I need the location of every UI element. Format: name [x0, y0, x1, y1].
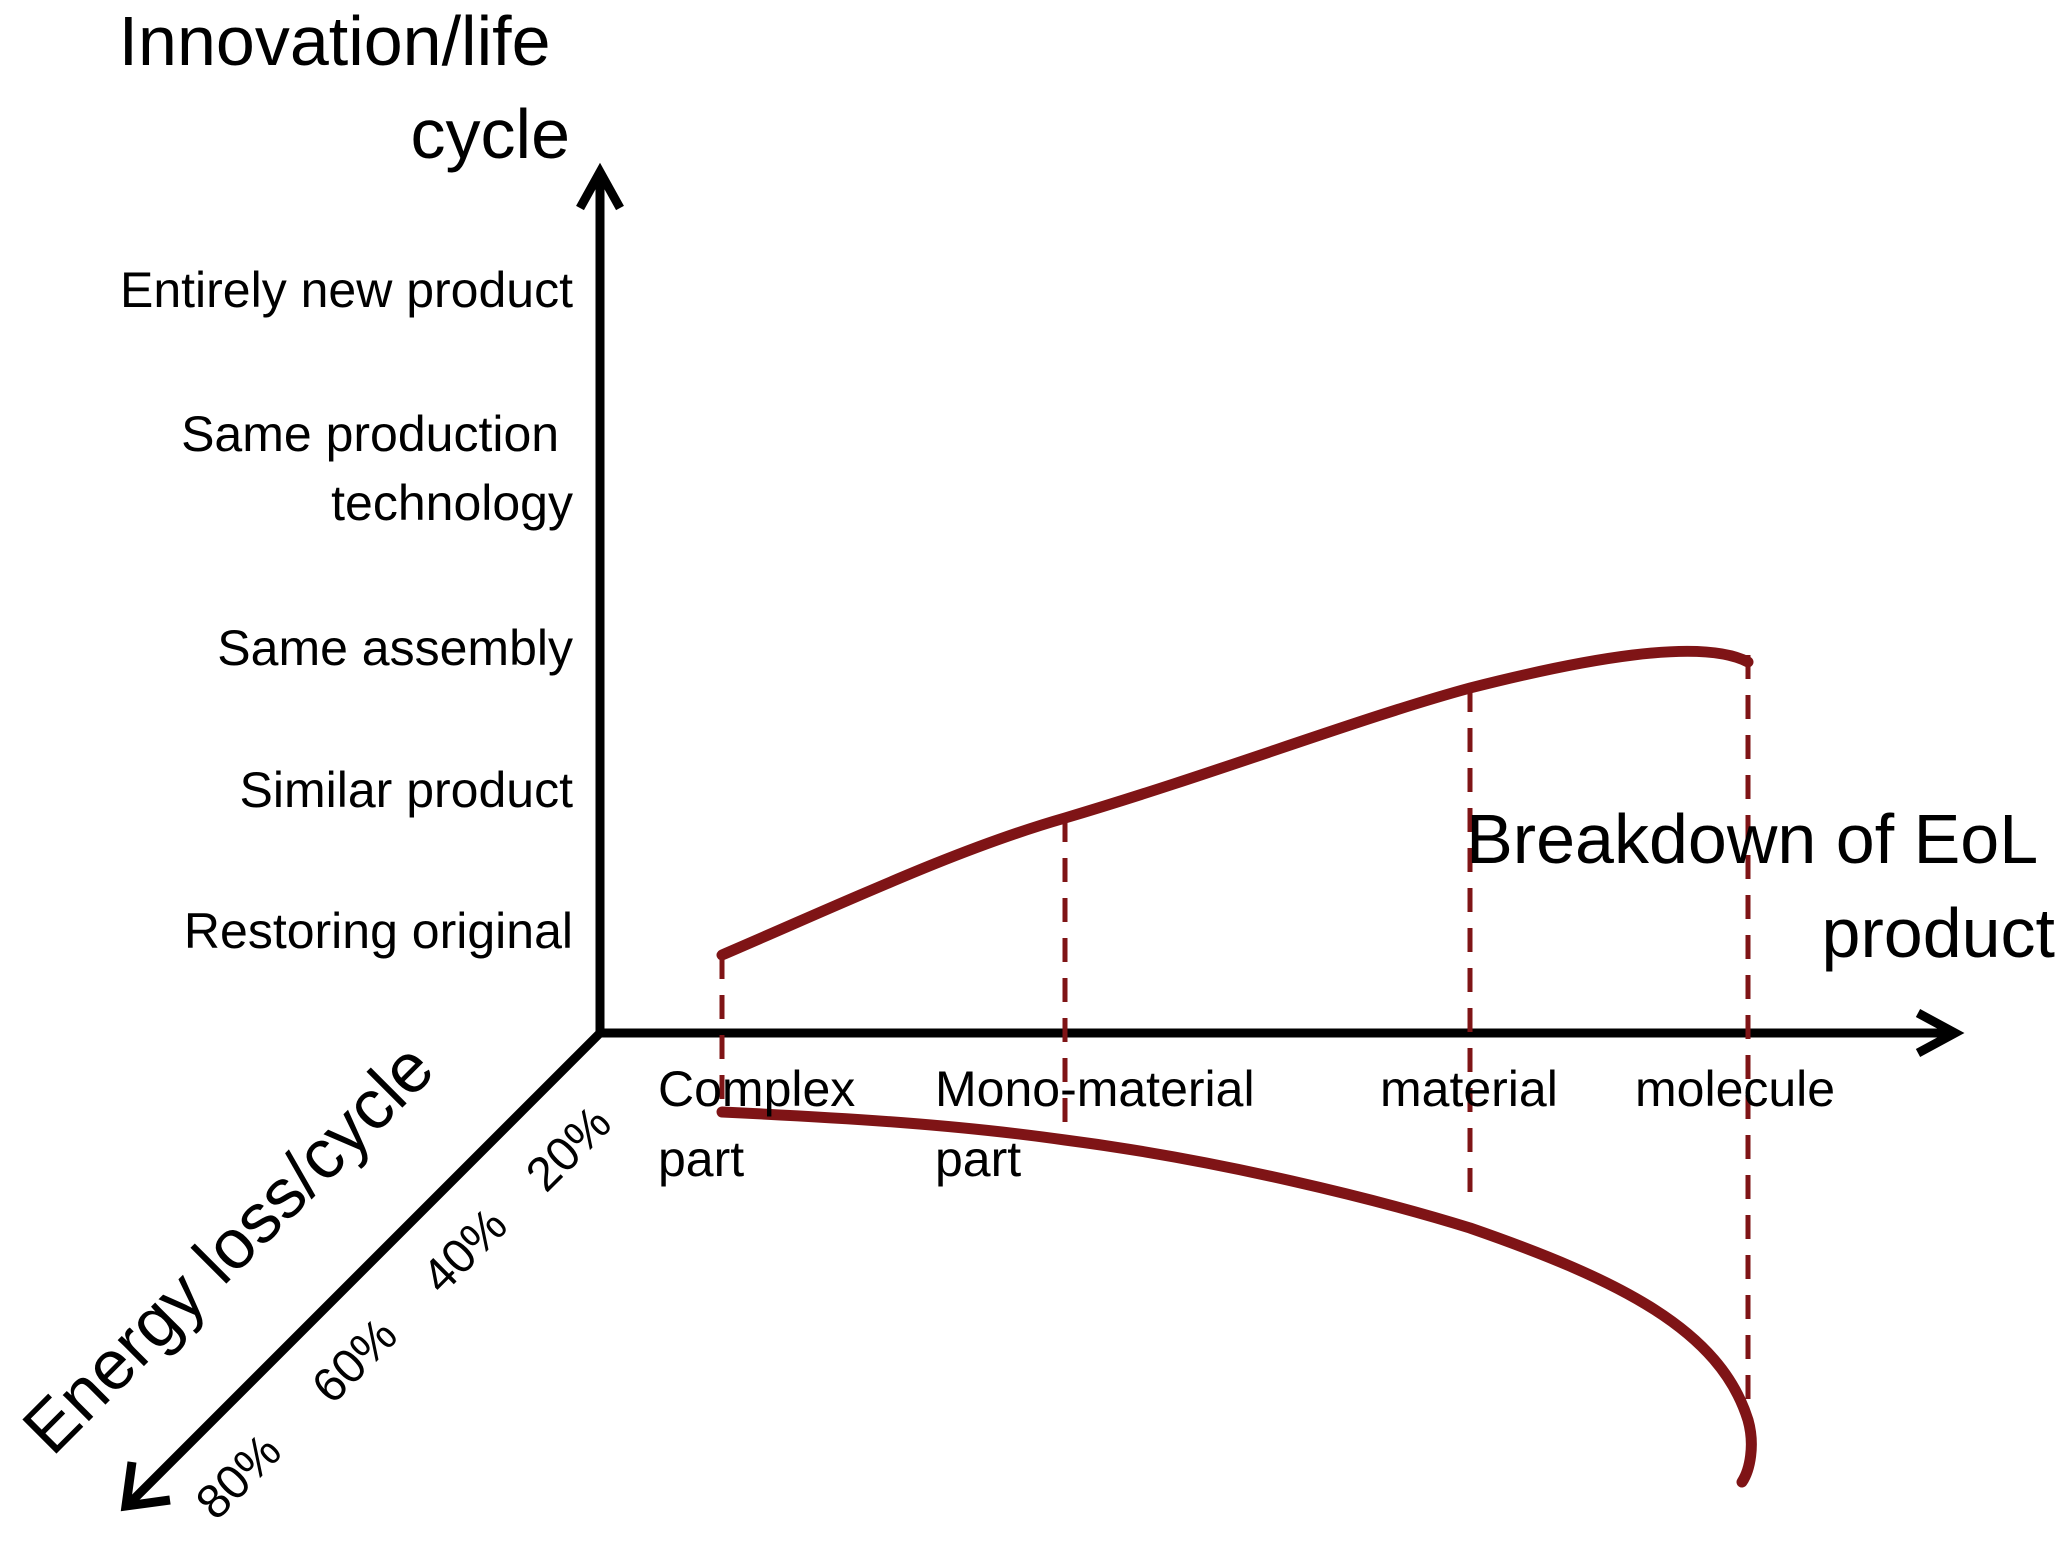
z-tick-60: 60%: [302, 1308, 407, 1413]
y-level-line: Same assembly: [217, 620, 573, 676]
y-axis-levels: Entirely new product Same production tec…: [120, 262, 573, 959]
energy-loss-curve: [716, 1106, 1757, 1488]
x-stage-line: Complex: [658, 1061, 855, 1117]
stage-guides: [719, 655, 1751, 1418]
z-tick-20: 20%: [516, 1096, 621, 1201]
y-level-line: technology: [331, 475, 573, 531]
z-tick-80: 80%: [186, 1424, 291, 1529]
x-axis-title-line-2: product: [1822, 894, 2055, 972]
x-stage-line: material: [1380, 1061, 1558, 1117]
x-stage-line: part: [658, 1131, 744, 1187]
x-axis-stages: Complex part Mono-material part material…: [658, 1061, 1835, 1187]
z-axis-line: [126, 1029, 604, 1507]
y-level-line: Similar product: [240, 762, 574, 818]
y-axis-arrowhead: [576, 162, 624, 211]
z-axis-ticks: 20% 40% 60% 80%: [186, 1096, 621, 1529]
x-axis-arrowhead: [1915, 1009, 1965, 1057]
x-stage-line: part: [935, 1131, 1021, 1187]
y-level-restoring-original: Restoring original: [184, 903, 573, 959]
y-axis-title: Innovation/life cycle: [119, 2, 570, 173]
x-axis-title-line-1: Breakdown of EoL: [1466, 800, 2036, 878]
y-level-same-production-technology: Same production technology: [181, 406, 573, 531]
innovation-curve: [716, 645, 1754, 961]
y-level-line: Restoring original: [184, 903, 573, 959]
z-tick-40: 40%: [412, 1198, 517, 1303]
x-stage-line: molecule: [1635, 1061, 1835, 1117]
y-level-line: Entirely new product: [120, 262, 573, 318]
y-axis-title-line-2: cycle: [411, 95, 570, 173]
axes: [120, 162, 1965, 1512]
y-level-entirely-new-product: Entirely new product: [120, 262, 573, 318]
z-axis-arrowhead: [120, 1461, 171, 1512]
x-stage-material: material: [1380, 1061, 1558, 1117]
x-axis-title: Breakdown of EoL product: [1466, 800, 2055, 972]
x-stage-line: Mono-material: [935, 1061, 1255, 1117]
y-level-similar-product: Similar product: [240, 762, 574, 818]
y-level-same-assembly: Same assembly: [217, 620, 573, 676]
curves: [716, 645, 1757, 1488]
y-axis-title-line-1: Innovation/life: [119, 2, 551, 80]
x-stage-complex-part: Complex part: [658, 1061, 869, 1187]
x-stage-mono-material-part: Mono-material part: [935, 1061, 1268, 1187]
y-level-line: Same production: [181, 406, 559, 462]
x-stage-molecule: molecule: [1635, 1061, 1835, 1117]
